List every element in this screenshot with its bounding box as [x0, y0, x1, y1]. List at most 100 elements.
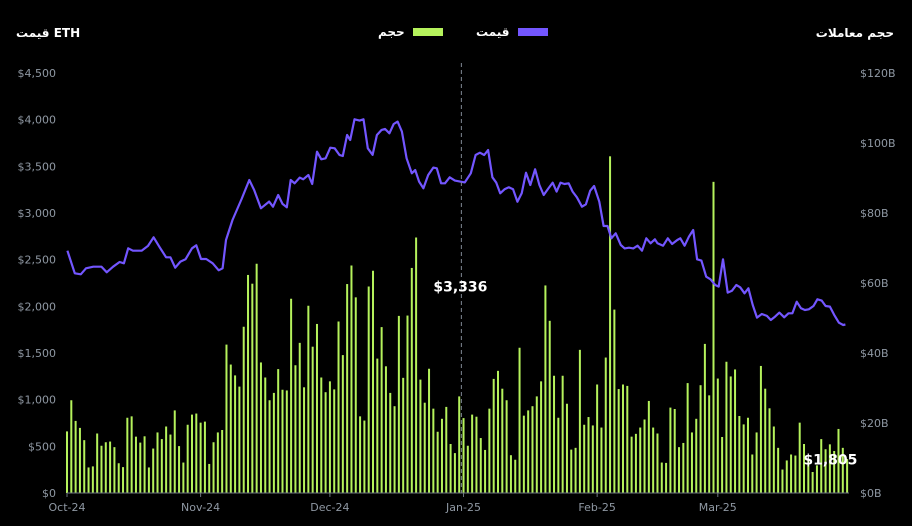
left-axis-tick-label: $2,500: [18, 254, 57, 267]
x-axis-tick-label: Nov-24: [181, 501, 220, 514]
volume-bar: [617, 389, 620, 493]
volume-bar: [268, 400, 271, 493]
volume-bar: [764, 388, 767, 493]
volume-bar: [251, 283, 254, 493]
volume-bar: [462, 418, 465, 493]
volume-bar: [790, 454, 793, 493]
crosshair-price-label: $3,336: [433, 280, 487, 296]
volume-bar: [384, 366, 387, 493]
volume-bar: [669, 407, 672, 493]
volume-bar: [484, 449, 487, 493]
volume-bar: [665, 462, 668, 493]
volume-bar: [169, 434, 172, 493]
volume-bar: [565, 403, 568, 493]
volume-bar: [165, 426, 168, 493]
right-axis-title: حجم معاملات: [815, 26, 894, 40]
volume-bar: [259, 362, 262, 493]
right-axis-tick-label: $120B: [860, 67, 896, 80]
volume-bar: [143, 436, 146, 493]
volume-bar: [147, 467, 150, 493]
volume-bar: [785, 460, 788, 493]
legend-item-volume[interactable]: حجم: [378, 25, 443, 39]
volume-bar: [341, 355, 344, 493]
right-axis-tick-label: $0B: [860, 487, 882, 500]
x-axis-tick-label: Jan-25: [445, 501, 481, 514]
volume-bar: [466, 445, 469, 493]
volume-bar: [531, 406, 534, 493]
volume-bar: [216, 432, 219, 493]
right-axis-tick-label: $100B: [860, 137, 896, 150]
legend-item-price[interactable]: قیمت: [476, 25, 548, 39]
volume-bar: [126, 417, 129, 493]
volume-bar: [440, 418, 443, 493]
volume-bar: [117, 463, 120, 493]
volume-bar: [794, 455, 797, 493]
volume-bar: [583, 424, 586, 493]
volume-bar: [113, 447, 116, 493]
volume-bar: [492, 378, 495, 493]
volume-bar: [712, 181, 715, 493]
volume-bar: [402, 377, 405, 493]
volume-bar: [109, 441, 112, 493]
right-axis-tick-label: $20B: [860, 417, 889, 430]
volume-bar: [225, 344, 228, 493]
legend-swatch-price: [517, 28, 548, 36]
volume-bar: [824, 449, 827, 493]
volume-bar: [643, 419, 646, 493]
volume-bar: [527, 410, 530, 493]
volume-bar: [596, 384, 599, 493]
volume-bar: [359, 416, 362, 493]
volume-bar: [695, 418, 698, 493]
volume-bar: [497, 370, 499, 493]
volume-bar: [574, 447, 577, 493]
volume-bar: [70, 400, 73, 493]
volume-bar: [372, 270, 375, 493]
left-axis-tick-label: $3,500: [18, 160, 57, 173]
volume-bar: [768, 408, 771, 493]
right-axis-tick-label: $40B: [860, 347, 889, 360]
volume-bar: [544, 285, 547, 493]
volume-bar: [328, 381, 331, 493]
volume-bar: [553, 375, 556, 493]
volume-bar: [703, 343, 706, 493]
volume-bar: [561, 375, 564, 493]
volume-bar: [255, 263, 258, 493]
volume-bar: [471, 414, 474, 493]
volume-bar: [656, 433, 659, 493]
right-axis-tick-label: $60B: [860, 277, 889, 290]
volume-bar: [514, 459, 517, 493]
volume-bar: [734, 369, 737, 493]
volume-bar: [686, 383, 689, 493]
volume-bar: [781, 469, 784, 493]
volume-bar: [324, 392, 327, 493]
volume-bar: [725, 361, 728, 493]
volume-bar: [264, 377, 267, 493]
volume-bar: [272, 392, 275, 493]
volume-bar: [548, 320, 551, 493]
left-axis-tick-label: $2,000: [18, 300, 57, 313]
volume-bar: [298, 342, 301, 493]
volume-bar: [630, 436, 633, 493]
volume-bar: [751, 454, 754, 493]
volume-bar: [423, 402, 426, 493]
volume-bar: [699, 385, 702, 493]
left-axis-tick-label: $500: [28, 440, 56, 453]
volume-bar: [682, 442, 685, 493]
volume-bar: [660, 462, 663, 493]
volume-bar: [303, 387, 306, 493]
volume-bar: [591, 425, 594, 493]
volume-bar: [221, 430, 224, 493]
volume-bar: [173, 410, 176, 493]
volume-bar: [803, 444, 806, 493]
volume-bar: [755, 432, 758, 493]
volume-bar: [815, 465, 818, 493]
volume-bar: [634, 433, 637, 493]
volume-bar: [828, 444, 831, 493]
volume-bar: [78, 427, 81, 493]
left-axis-tick-label: $3,000: [18, 207, 57, 220]
volume-bar: [182, 462, 185, 493]
volume-bar: [415, 237, 418, 493]
volume-bar: [690, 432, 693, 493]
volume-bar: [156, 432, 159, 493]
